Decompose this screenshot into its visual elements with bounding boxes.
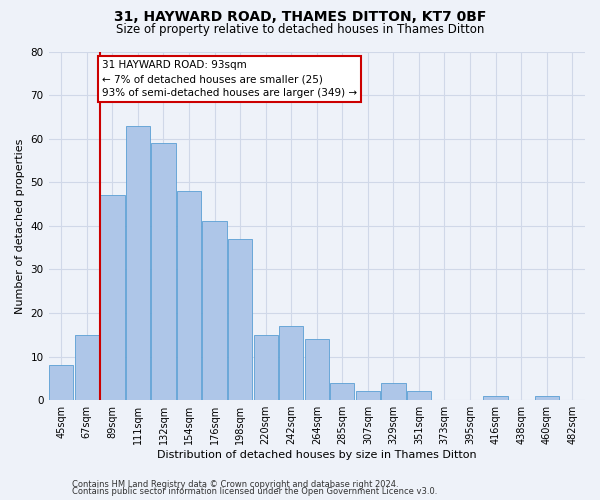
Text: Contains HM Land Registry data © Crown copyright and database right 2024.: Contains HM Land Registry data © Crown c… <box>72 480 398 489</box>
Bar <box>484 396 508 400</box>
Bar <box>535 396 559 400</box>
Bar <box>75 335 99 400</box>
Y-axis label: Number of detached properties: Number of detached properties <box>15 138 25 314</box>
Bar <box>254 335 278 400</box>
Bar <box>151 143 176 400</box>
Bar <box>100 196 125 400</box>
Bar <box>126 126 150 400</box>
Bar <box>407 392 431 400</box>
Bar <box>305 339 329 400</box>
Bar <box>202 222 227 400</box>
Bar <box>49 366 73 400</box>
Bar <box>279 326 304 400</box>
Bar <box>356 392 380 400</box>
Bar <box>177 191 201 400</box>
Text: 31, HAYWARD ROAD, THAMES DITTON, KT7 0BF: 31, HAYWARD ROAD, THAMES DITTON, KT7 0BF <box>114 10 486 24</box>
Text: Contains public sector information licensed under the Open Government Licence v3: Contains public sector information licen… <box>72 487 437 496</box>
Text: 31 HAYWARD ROAD: 93sqm
← 7% of detached houses are smaller (25)
93% of semi-deta: 31 HAYWARD ROAD: 93sqm ← 7% of detached … <box>102 60 358 98</box>
Bar <box>381 383 406 400</box>
Text: Size of property relative to detached houses in Thames Ditton: Size of property relative to detached ho… <box>116 22 484 36</box>
X-axis label: Distribution of detached houses by size in Thames Ditton: Distribution of detached houses by size … <box>157 450 476 460</box>
Bar <box>228 239 252 400</box>
Bar <box>330 383 355 400</box>
